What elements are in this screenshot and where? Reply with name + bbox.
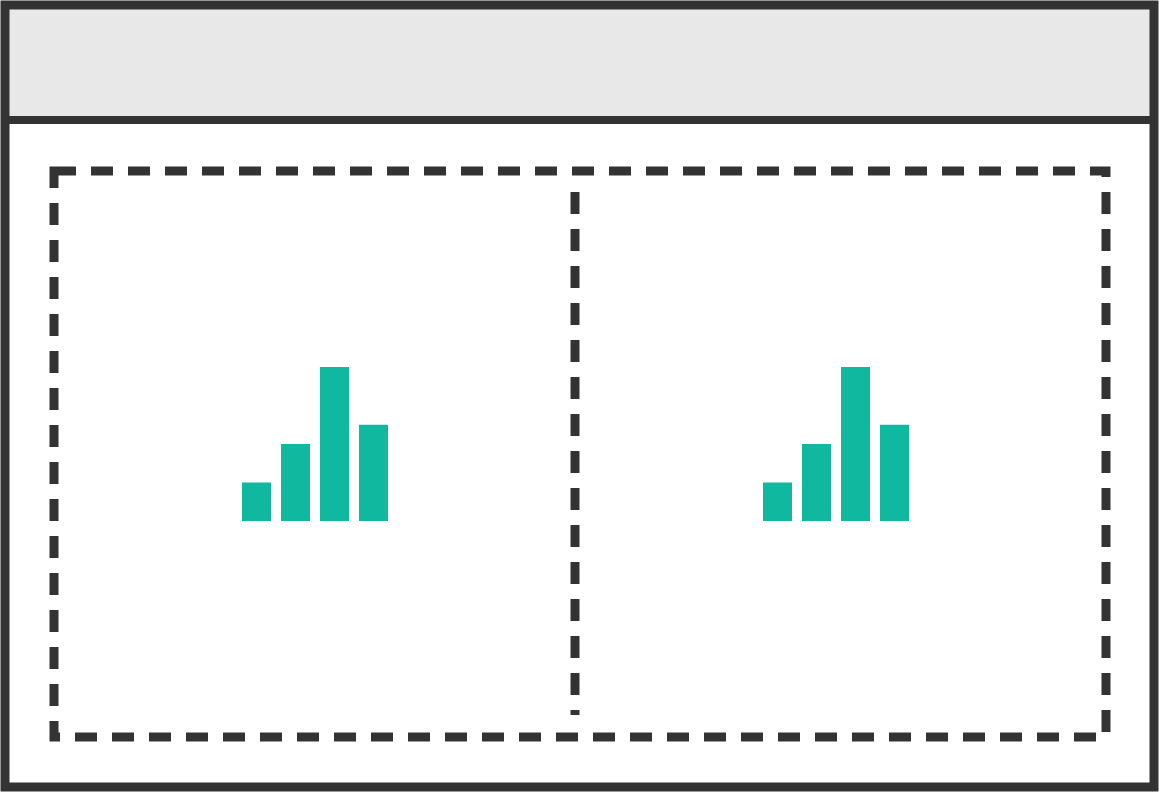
chart-bar — [281, 444, 310, 521]
chart-panel-right — [763, 367, 909, 521]
chart-bar — [802, 444, 831, 521]
chart-panel-left — [242, 367, 388, 521]
chart-bar — [763, 482, 792, 521]
chart-bar — [359, 424, 388, 521]
chart-bar — [320, 367, 349, 521]
bar-chart-icon — [763, 367, 909, 521]
chart-bar — [841, 367, 870, 521]
chart-bar — [880, 424, 909, 521]
bar-chart-icon — [242, 367, 388, 521]
chart-bar — [242, 482, 271, 521]
content-region-outline — [49, 166, 1111, 742]
window-header — [5, 5, 1154, 120]
